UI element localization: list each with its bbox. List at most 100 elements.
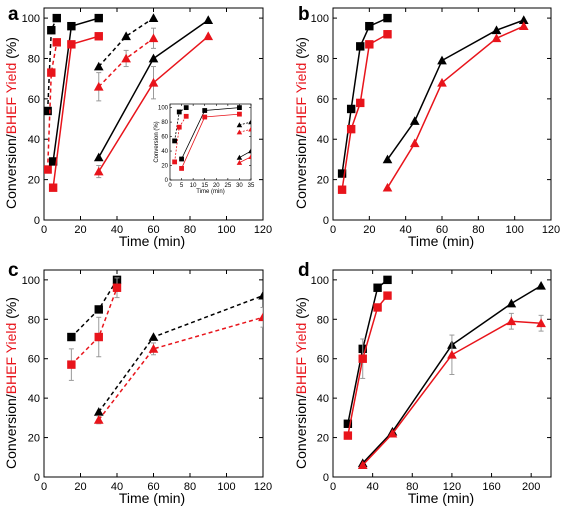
inset-conversion-square-marker [172,138,178,144]
panel-d-y-tick-label: 100 [311,275,329,287]
panel-a-yield-triangle-marker [148,77,159,87]
panel-d-yield-triangle-marker [447,349,457,359]
panel-b-y-tick-label: 60 [317,94,329,106]
panel-label-b: b [298,4,310,25]
inset-plot-a: 0 5 10 15 20 25 30 35 0 20 40 60 80 100 Time (min) Conv… [154,103,255,195]
inset-yield-triangle-marker [236,129,243,135]
panel-b-conversion-triangle-marker [382,154,393,164]
panel-b-yield-triangle-marker [518,21,529,31]
panel-b-y-tick-label: 80 [317,53,329,65]
panel-c-conversion-square-marker [67,332,76,342]
panel-a-conversion-triangle-marker [203,15,214,24]
panel-d-yield-triangle-marker [387,428,398,438]
panel-c-yield-triangle-line [98,316,263,421]
panel-b-x-tick-label: 80 [472,224,484,236]
panel-a-series-layer [44,13,214,192]
inset-conversion-square-marker [176,109,182,115]
inset-x-tick-label: 20 [213,183,220,189]
panel-a-yield-triangle-marker [121,53,131,63]
inset-y-tick-label: 80 [161,120,168,126]
inset-yield-square-marker [183,113,189,119]
panel-d-conversion-square-marker [343,419,353,428]
panel-b-yield-square-marker [383,30,392,39]
y-title-part-conversion: Conversion/ [3,134,19,209]
y-axis-title-d: Conversion/BHEF Yield (%) [293,297,309,469]
inset-x-tick-label: 25 [225,183,232,189]
panel-b-x-tick-label: 40 [400,224,412,236]
panel-d-conversion-square-line [347,279,388,424]
panel-a-yield-square-marker [52,38,61,47]
panel-d-series-layer [343,275,546,470]
panel-c-y-tick-label: 40 [28,393,40,405]
inset-x-tick-label: 15 [201,183,208,189]
panel-d-x-tick-label: 200 [522,481,540,493]
panel-a-conversion-square-marker [52,13,61,23]
inset-conversion-triangle-line [239,121,251,126]
panel-c-y-tick-label: 0 [34,472,40,484]
inset-x-tick-label: 0 [168,183,172,189]
x-axis-title-d: Time (min) [408,490,474,506]
panel-c-conversion-square-marker [94,305,103,314]
panel-a-yield-square-marker [94,32,103,41]
panel-b-series-layer [337,13,529,194]
panel-d-y-tick-label: 80 [317,314,329,326]
panel-a-conversion-triangle-marker [148,53,159,63]
panel-b-conversion-triangle-marker [518,15,529,24]
panel-c-conversion-triangle-line [98,294,263,413]
panel-a-x-tick-label: 20 [74,224,86,236]
panel-b-conversion-square-marker [337,169,347,178]
panel-b-axes-frame [332,7,552,221]
panel-a-y-tick-label: 40 [28,134,40,146]
panel-a-yield-square-marker [44,165,52,174]
inset-conversion-square-marker [202,108,208,113]
panel-a-yield-square-marker [48,183,58,192]
panel-c-yield-square-marker [112,283,122,292]
panel-c-yield-triangle-marker [258,312,263,322]
panel-b-x-tick-label: 120 [542,224,560,236]
panel-a-y-tick-label: 80 [28,53,40,65]
x-axis-title-a: Time (min) [119,233,185,249]
inset-yield-triangle-marker [236,159,243,165]
panel-c-x-tick-label: 20 [74,481,86,493]
panel-d-yield-square-marker [358,354,367,363]
y-axis-title-a: Conversion/BHEF Yield (%) [3,37,19,209]
panel-c-conversion-triangle-marker [148,332,159,341]
panel-c-axes-frame [43,269,264,478]
inset-yield-square-marker [176,124,182,130]
panel-c-series-layer [67,275,263,425]
panel-d-y-tick-label: 20 [317,433,329,445]
panel-c-x-tick-label: 120 [254,481,272,493]
panel-a-x-tick-label: 40 [111,224,123,236]
inset-x-tick-label: 10 [190,183,197,189]
panel-c-yield-triangle-marker [93,414,104,424]
panel-c-y-tick-label: 100 [22,275,40,287]
inset-y-tick-label: 20 [161,164,168,170]
panel-c-x-tick-label: 60 [147,481,159,493]
panel-a-conversion-triangle-marker [93,152,104,162]
panel-a-conversion-triangle-marker [148,13,159,22]
panel-d-y-tick-label: 0 [323,472,329,484]
plot-panel-d: 0 40 80 120 160 200 0 20 40 60 80 100 [311,269,552,493]
inset-x-tick-label: 5 [180,183,184,189]
panel-a-yield-square-marker [67,40,76,49]
inset-conversion-triangle-marker [236,154,243,160]
inset-series-layer [172,105,251,171]
panel-b-conversion-square-marker [365,21,374,31]
panel-d-conversion-square-marker [373,283,382,292]
panel-a-yield-square-marker [47,68,56,77]
panel-c-yield-square-line [70,287,118,366]
panel-b-conversion-triangle-marker [409,116,420,125]
inset-conversion-triangle-marker [236,122,243,128]
panel-c-conversion-square-line [70,279,118,338]
panel-b-y-tick-label: 20 [317,175,329,187]
panel-c-conversion-triangle-marker [258,290,263,300]
panel-b-yield-square-marker [346,124,356,134]
panel-a-y-tick-label: 60 [28,94,40,106]
panel-a-x-tick-label: 0 [41,224,47,236]
panel-a-conversion-square-marker [94,13,103,23]
panel-d-conversion-square-marker [383,275,392,285]
panel-b-conversion-triangle-marker [491,25,502,35]
panel-c-yield-square-marker [94,332,103,342]
